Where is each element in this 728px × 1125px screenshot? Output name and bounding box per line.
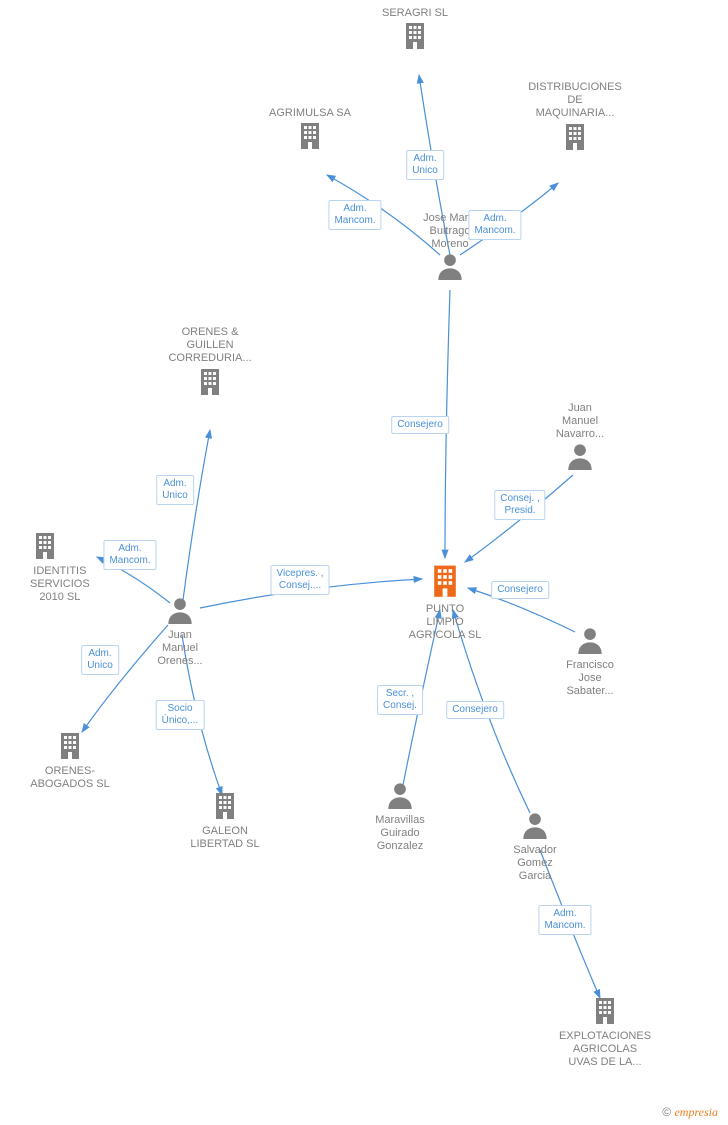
- person-icon: [576, 626, 604, 659]
- building-icon: [195, 366, 225, 401]
- node-explotaciones: EXPLOTACIONES AGRICOLAS UVAS DE LA...: [555, 995, 655, 1070]
- node-orenes_guillen: ORENES & GUILLEN CORREDURIA...: [160, 326, 260, 401]
- node-label: PUNTO LIMPIO AGRICOLA SL: [409, 603, 482, 643]
- edge-label: Adm. Unico: [81, 645, 119, 675]
- building-icon: [295, 120, 325, 155]
- edge-label: Consej. , Presid.: [494, 490, 545, 520]
- edge-label: Adm. Unico: [406, 150, 444, 180]
- node-label: DISTRIBUCIONES DE MAQUINARIA...: [528, 81, 622, 121]
- building-icon: [210, 790, 240, 825]
- person-icon: [166, 596, 194, 629]
- person-icon: [436, 252, 464, 285]
- edge-label: Vicepres. , Consej....: [270, 565, 329, 595]
- node-label: ORENES- ABOGADOS SL: [30, 765, 109, 791]
- node-label: GALEON LIBERTAD SL: [190, 825, 259, 851]
- person-icon: [521, 811, 549, 844]
- copyright: © empresia: [662, 1105, 718, 1120]
- node-label: SERAGRI SL: [382, 7, 448, 20]
- building-icon: [30, 530, 60, 565]
- edge-label: Adm. Mancom.: [468, 210, 521, 240]
- building-icon: [400, 20, 430, 55]
- node-punto_limpio: PUNTO LIMPIO AGRICOLA SL: [395, 562, 495, 643]
- node-label: EXPLOTACIONES AGRICOLAS UVAS DE LA...: [559, 1030, 651, 1070]
- node-salvador: Salvador Gomez Garcia: [485, 811, 585, 884]
- node-label: Salvador Gomez Garcia: [513, 844, 556, 884]
- node-label: Juan Manuel Orenes...: [157, 629, 202, 669]
- copyright-brand: empresia: [674, 1105, 718, 1119]
- node-maravillas: Maravillas Guirado Gonzalez: [350, 781, 450, 854]
- edge-label: Adm. Mancom.: [538, 905, 591, 935]
- node-francisco: Francisco Jose Sabater...: [540, 626, 640, 699]
- node-agrimulsa: AGRIMULSA SA: [260, 107, 360, 155]
- edge-label: Consejero: [491, 581, 549, 599]
- copyright-symbol: ©: [662, 1105, 671, 1119]
- node-juan_manuel_navarro: Juan Manuel Navarro...: [530, 402, 630, 475]
- node-juan_manuel_orenes: Juan Manuel Orenes...: [130, 596, 230, 669]
- node-label: ORENES & GUILLEN CORREDURIA...: [168, 326, 251, 366]
- edge-label: Adm. Mancom.: [103, 540, 156, 570]
- edge-label: Socio Único,...: [156, 700, 205, 730]
- edge-label: Adm. Mancom.: [328, 200, 381, 230]
- node-label: Francisco Jose Sabater...: [566, 659, 614, 699]
- node-seragri: SERAGRI SL: [365, 7, 465, 55]
- node-galeon: GALEON LIBERTAD SL: [175, 790, 275, 851]
- building-icon: [55, 730, 85, 765]
- node-orenes_abogados: ORENES- ABOGADOS SL: [20, 730, 120, 791]
- edge-label: Consejero: [446, 701, 504, 719]
- edge-label: Secr. , Consej.: [377, 685, 423, 715]
- edge-label: Adm. Unico: [156, 475, 194, 505]
- edge-label: Consejero: [391, 416, 449, 434]
- building-icon: [590, 995, 620, 1030]
- person-icon: [386, 781, 414, 814]
- node-label: AGRIMULSA SA: [269, 107, 351, 120]
- node-label: Maravillas Guirado Gonzalez: [375, 814, 425, 854]
- node-label: Juan Manuel Navarro...: [556, 402, 604, 442]
- edge-path: [183, 430, 210, 600]
- node-label: IDENTITIS SERVICIOS 2010 SL: [30, 565, 90, 605]
- node-distribuciones: DISTRIBUCIONES DE MAQUINARIA...: [525, 81, 625, 156]
- person-icon: [566, 442, 594, 475]
- building-icon: [560, 121, 590, 156]
- building-focal-icon: [427, 562, 463, 603]
